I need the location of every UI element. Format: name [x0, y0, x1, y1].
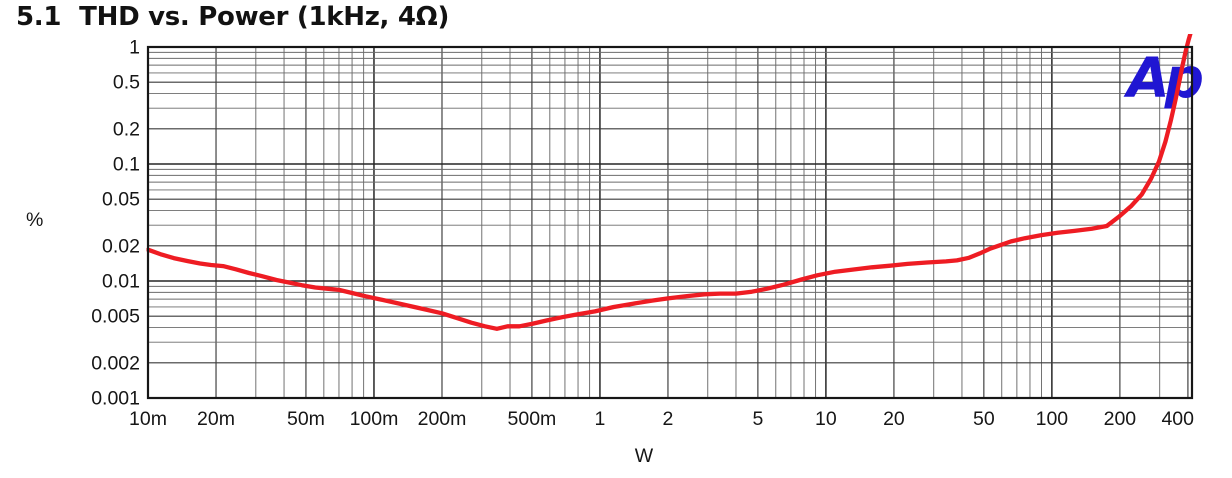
x-tick-label: 5 [752, 408, 763, 430]
y-axis-unit-label: % [26, 209, 43, 231]
x-tick-label: 400 [1161, 408, 1194, 430]
x-tick-label: 20 [883, 408, 905, 430]
plot-frame [146, 45, 1194, 400]
x-tick-label: 20m [197, 408, 235, 430]
x-tick-label: 10m [129, 408, 167, 430]
y-tick-label: 0.01 [102, 271, 140, 293]
y-tick-label: 1 [129, 37, 140, 59]
x-tick-label: 200 [1104, 408, 1137, 430]
y-tick-label: 0.05 [102, 189, 140, 211]
audio-precision-logo: Ap [1123, 46, 1203, 110]
section-title: 5.1 THD vs. Power (1kHz, 4Ω) [16, 2, 449, 32]
y-tick-label: 0.002 [91, 352, 140, 374]
y-tick-label: 0.02 [102, 235, 140, 257]
section-number: 5.1 [16, 2, 62, 32]
x-axis-unit-label: W [635, 445, 654, 467]
y-tick-label: 0.5 [113, 72, 140, 94]
x-tick-label: 100m [350, 408, 399, 430]
y-tick-label: 0.005 [91, 306, 140, 328]
x-tick-label: 50 [973, 408, 995, 430]
x-tick-label: 200m [418, 408, 467, 430]
x-tick-label: 2 [663, 408, 674, 430]
x-tick-label: 10 [815, 408, 837, 430]
thd-curve [146, 34, 1193, 331]
x-tick-label: 50m [287, 408, 325, 430]
y-tick-label: 0.1 [113, 154, 140, 176]
y-tick-label: 0.001 [91, 388, 140, 410]
y-tick-label: 0.2 [113, 118, 140, 140]
x-tick-label: 100 [1036, 408, 1069, 430]
section-title-text: THD vs. Power (1kHz, 4Ω) [79, 2, 450, 32]
x-tick-label: 1 [595, 408, 606, 430]
x-tick-label: 500m [508, 408, 557, 430]
